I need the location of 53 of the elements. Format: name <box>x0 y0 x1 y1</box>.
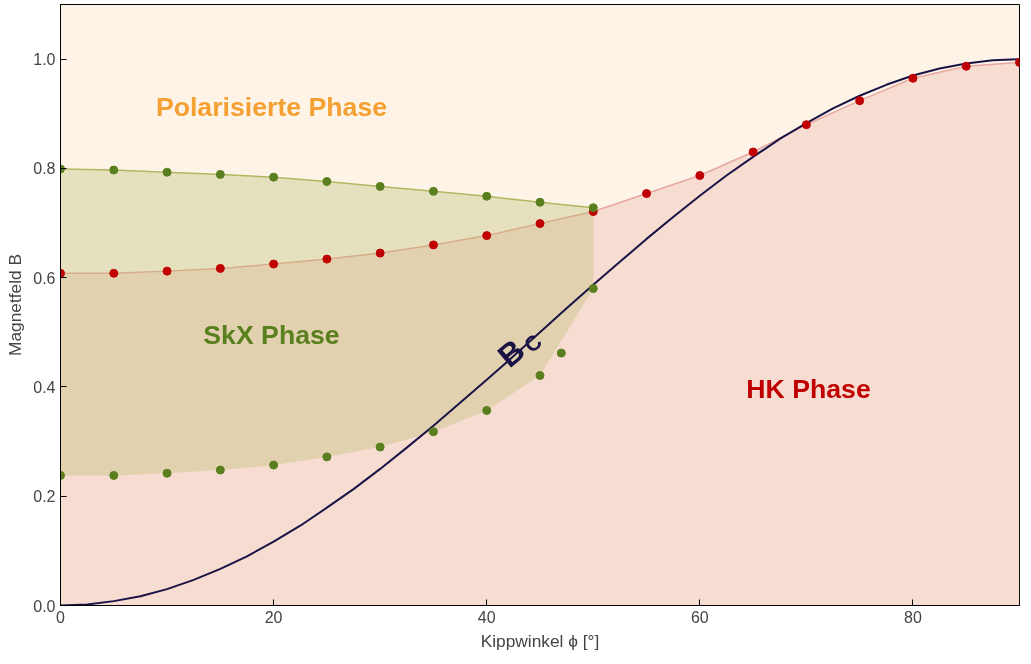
point <box>556 348 566 358</box>
point <box>588 203 598 213</box>
x-tick-label: 20 <box>264 608 283 626</box>
point <box>748 147 758 157</box>
point <box>215 465 225 475</box>
point <box>322 452 332 462</box>
point <box>375 248 385 258</box>
point <box>482 405 492 415</box>
point <box>109 165 119 175</box>
point <box>695 171 705 180</box>
point <box>162 468 172 478</box>
point <box>428 240 438 250</box>
point <box>961 61 971 71</box>
y-tick-label: 0.8 <box>33 160 56 178</box>
point <box>801 120 811 130</box>
point <box>109 470 119 480</box>
point <box>535 219 545 229</box>
x-axis-title: Kippwinkel ϕ [°] <box>480 630 600 651</box>
point <box>855 96 865 106</box>
point <box>375 442 385 452</box>
x-tick-label: 60 <box>690 608 709 626</box>
point <box>162 266 172 276</box>
y-tick-label: 1.0 <box>33 51 56 69</box>
point <box>428 427 438 437</box>
y-axis-title: Magnetfeld B <box>5 253 26 357</box>
point <box>588 284 598 294</box>
point <box>535 197 545 207</box>
x-tick-label: 40 <box>477 608 496 626</box>
point <box>215 263 225 273</box>
point <box>642 189 652 199</box>
y-tick-label: 0.6 <box>33 269 56 287</box>
point <box>215 169 225 179</box>
annotation: SkX Phase <box>203 320 340 351</box>
point <box>322 254 332 264</box>
point <box>269 172 279 182</box>
annotation: HK Phase <box>746 374 871 405</box>
point <box>482 191 492 201</box>
point <box>908 73 918 83</box>
point <box>269 259 279 269</box>
annotation: Polarisierte Phase <box>155 91 388 122</box>
point <box>269 460 279 470</box>
point <box>428 186 438 196</box>
point <box>322 177 332 187</box>
y-tick-label: 0.4 <box>33 378 56 396</box>
point <box>375 181 385 191</box>
y-tick-label: 0.2 <box>33 488 56 506</box>
point <box>109 268 119 278</box>
x-tick-label: 0 <box>56 608 66 626</box>
point <box>162 167 172 177</box>
point <box>482 231 492 241</box>
x-tick-label: 80 <box>904 608 922 626</box>
point <box>535 370 545 380</box>
y-tick-label: 0.0 <box>33 597 56 615</box>
